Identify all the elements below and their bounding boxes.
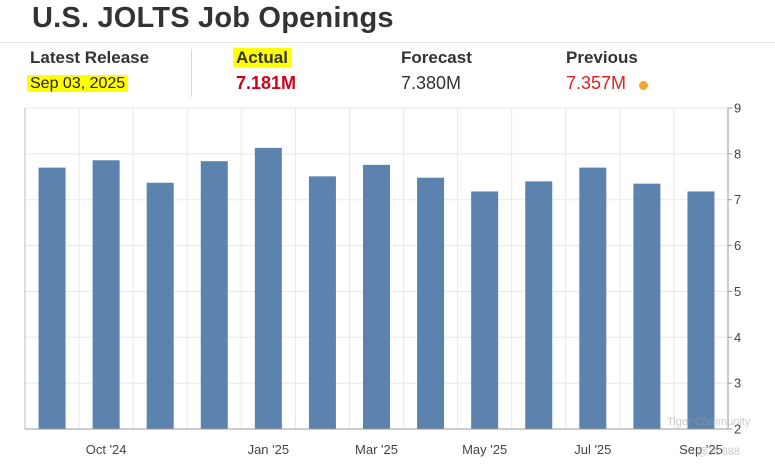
axes (24, 107, 732, 430)
watermark-line1: Tiger Community (667, 416, 751, 428)
y-tick-label: 5 (734, 284, 741, 299)
bar (146, 182, 174, 429)
previous-label: Previous (566, 48, 638, 67)
actual-label: Actual (233, 48, 291, 68)
header-divider (0, 42, 775, 43)
latest-release-label: Latest Release (30, 48, 150, 67)
bars (38, 147, 715, 430)
bar (579, 167, 607, 429)
bar (417, 177, 445, 429)
actual-value: 7.181M (236, 73, 297, 93)
bar (92, 160, 120, 429)
y-tick-label: 8 (734, 146, 741, 161)
bar (633, 183, 661, 429)
latest-release-text: Sep 03, 2025 (27, 75, 129, 92)
y-tick-label: 3 (734, 376, 741, 391)
y-tick-label: 4 (734, 330, 741, 345)
stats-divider (191, 49, 192, 97)
y-tick-label: 6 (734, 238, 741, 253)
bar (363, 164, 390, 429)
latest-release-value: Sep 03, 2025 (27, 75, 129, 93)
forecast-label: Forecast (401, 48, 472, 67)
y-tick-label: 9 (734, 101, 741, 116)
page-title: U.S. JOLTS Job Openings (32, 2, 394, 34)
bar (38, 167, 66, 429)
bar (254, 147, 282, 429)
x-tick-label: May '25 (462, 442, 507, 457)
bar (687, 191, 715, 429)
watermark-line2: @JC888 (697, 446, 740, 458)
forecast-value: 7.380M (401, 73, 462, 93)
tick-labels: 2 3 4 5 6 7 8 9 Oct '24 Jan '25 Mar '25 May '25 Jul … (86, 101, 742, 458)
bar (200, 161, 228, 430)
x-tick-label: Sep '25 (679, 442, 723, 457)
bar (525, 181, 553, 429)
actual-label-text: Actual (233, 48, 291, 67)
bar (308, 176, 336, 429)
y-tick-label: 7 (734, 192, 741, 207)
bar (471, 191, 499, 429)
x-tick-label: Jan '25 (248, 442, 290, 457)
x-tick-label: Oct '24 (86, 442, 127, 457)
y-tick-label: 2 (734, 422, 741, 437)
previous-value: 7.357M (566, 73, 627, 93)
previous-revised-dot-icon (639, 81, 648, 90)
x-tick-label: Mar '25 (355, 442, 398, 457)
x-tick-label: Jul '25 (574, 442, 611, 457)
